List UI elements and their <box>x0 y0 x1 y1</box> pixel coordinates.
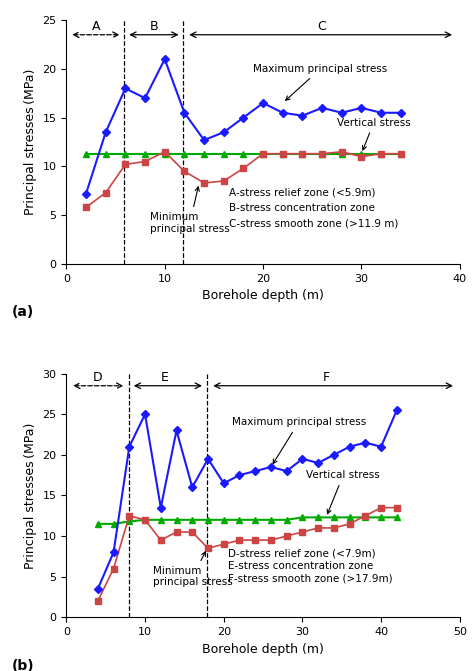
Text: E-stress concentration zone: E-stress concentration zone <box>228 561 373 571</box>
X-axis label: Borehole depth (m): Borehole depth (m) <box>202 289 324 302</box>
Text: D-stress relief zone (<7.9m): D-stress relief zone (<7.9m) <box>228 548 375 558</box>
Text: B: B <box>150 20 158 33</box>
Text: B-stress concentration zone: B-stress concentration zone <box>228 203 374 213</box>
Text: Maximum principal stress: Maximum principal stress <box>253 64 387 100</box>
Text: Maximum principal stress: Maximum principal stress <box>232 417 366 464</box>
Text: A: A <box>91 20 100 33</box>
Text: F: F <box>322 371 329 384</box>
Text: A-stress relief zone (<5.9m): A-stress relief zone (<5.9m) <box>228 188 375 198</box>
Text: (b): (b) <box>11 659 34 671</box>
Text: C: C <box>318 20 327 33</box>
Text: Vertical stress: Vertical stress <box>306 470 380 514</box>
Text: (a): (a) <box>11 305 34 319</box>
Y-axis label: Principal stresses (MPa): Principal stresses (MPa) <box>24 422 37 568</box>
Text: C-stress smooth zone (>11.9 m): C-stress smooth zone (>11.9 m) <box>228 218 398 228</box>
X-axis label: Borehole depth (m): Borehole depth (m) <box>202 643 324 656</box>
Text: D: D <box>93 371 103 384</box>
Text: Minimum
principal stress: Minimum principal stress <box>153 552 233 588</box>
Y-axis label: Principal stresses (MPa): Principal stresses (MPa) <box>24 69 37 215</box>
Text: Vertical stress: Vertical stress <box>337 117 410 150</box>
Text: Minimum
principal stress: Minimum principal stress <box>150 187 230 234</box>
Text: E: E <box>161 371 169 384</box>
Text: F-stress smooth zone (>17.9m): F-stress smooth zone (>17.9m) <box>228 574 392 584</box>
